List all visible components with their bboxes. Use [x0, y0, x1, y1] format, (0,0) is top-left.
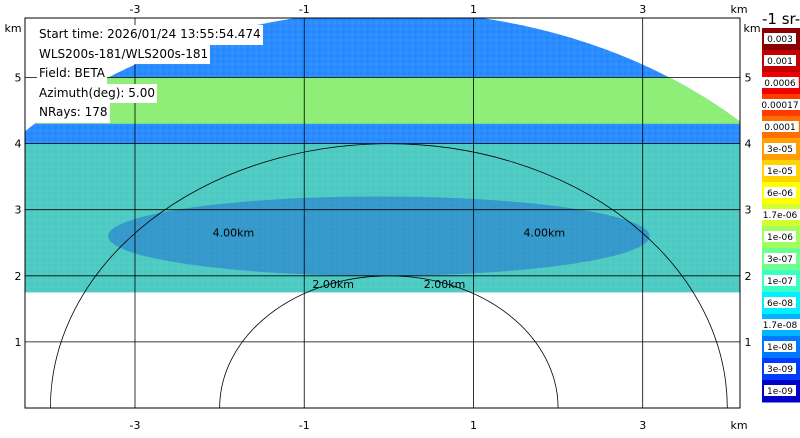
azimuth-value: Azimuth(deg): 5.00: [37, 83, 158, 103]
range-ring-labels: 2.00km 2.00km 4.00km 4.00km: [213, 227, 565, 292]
colorbar-label: 1e-07: [767, 277, 793, 287]
grid: [24, 17, 741, 409]
x-tick-label-bottom: 1: [470, 419, 477, 432]
x-tick-label-bottom: 3: [639, 419, 646, 432]
y-tick-label-left: 2: [15, 270, 22, 283]
y-tick-label-left: 1: [15, 336, 22, 349]
colorbar-label: 0.003: [767, 35, 793, 45]
y-tick-label-right: 2: [745, 270, 752, 283]
low-backscatter-core: [108, 196, 650, 276]
x-tick-label-bottom: -1: [299, 419, 310, 432]
x-tick-label-top: 1: [470, 3, 477, 16]
colorbar-label: 1e-06: [767, 233, 793, 243]
nrays-value: NRays: 178: [37, 103, 110, 123]
instrument-name: WLS200s-181/WLS200s-181: [37, 44, 211, 64]
colorbar-label-bg: [758, 319, 800, 330]
x-unit-top-right: km: [730, 3, 747, 16]
range-ring-label: 4.00km: [213, 227, 255, 240]
colorbar-label-bg: [764, 385, 796, 396]
colorbar-label-bg: [758, 99, 800, 110]
colorbar-label-bg: [764, 253, 796, 264]
colorbar-label: 1e-09: [767, 387, 793, 397]
colorbar-label: 3e-05: [767, 145, 793, 155]
plot-frame: [24, 17, 741, 409]
colorbar-label: 6e-08: [767, 299, 793, 309]
y-unit-left: km: [4, 22, 21, 35]
y-tick-label-right: 4: [745, 138, 752, 151]
colorbar-label-bg: [764, 297, 796, 308]
colorbar-label: 6e-06: [767, 189, 793, 199]
y-unit-right: km: [743, 22, 760, 35]
colorbar-label-bg: [764, 187, 796, 198]
x-tick-label-bottom: -3: [130, 419, 141, 432]
colorbar-label-bg: [758, 209, 800, 220]
colorbar-label: 3e-07: [767, 255, 793, 265]
colorbar-label-bg: [761, 77, 799, 88]
y-tick-label-left: 5: [15, 71, 22, 84]
scan-data: [25, 18, 740, 293]
colorbar-label: 0.001: [767, 57, 793, 67]
colorbar-label: 1.7e-08: [763, 321, 798, 331]
colorbar-title: -1 sr-: [762, 10, 800, 28]
colorbar-label-bg: [764, 33, 796, 44]
range-ring-label: 4.00km: [523, 227, 565, 240]
layer-1: [25, 143, 740, 293]
colorbar-label-bg: [764, 143, 796, 154]
scan-area: [25, 18, 740, 293]
field-name: Field: BETA: [37, 64, 107, 84]
x-tick-label-top: 3: [639, 3, 646, 16]
x-tick-label-top: -1: [299, 3, 310, 16]
y-tick-label-right: 5: [745, 71, 752, 84]
colorbar-label-bg: [764, 275, 796, 286]
x-unit-bottom-right: km: [730, 419, 747, 432]
colorbar-label: 1.7e-06: [763, 211, 798, 221]
colorbar-label-bg: [764, 231, 796, 242]
colorbar-label-bg: [764, 55, 796, 66]
fan: [25, 18, 740, 293]
colorbar-label-bg: [764, 165, 796, 176]
colorbar-label: 0.0001: [764, 123, 796, 133]
axis-ticks: -3 -3 -1 -1 1 1 3 3 1 1 2 2 3 3 4 4 5 5 km km km km: [4, 3, 760, 432]
colorbar-label: 1e-08: [767, 343, 793, 353]
colorbar-label: 1e-05: [767, 167, 793, 177]
y-tick-label-right: 1: [745, 336, 752, 349]
y-tick-label-left: 4: [15, 138, 22, 151]
colorbar-label-bg: [761, 121, 799, 132]
colorbar-label-bg: [764, 363, 796, 374]
start-time: Start time: 2026/01/24 13:55:54.474: [37, 25, 263, 45]
colorbar-label: 0.00017: [761, 101, 798, 111]
range-ring-label: 2.00km: [424, 278, 466, 291]
info-panel: Start time: 2026/01/24 13:55:54.474 WLS2…: [37, 25, 263, 123]
colorbar: 0.003 0.001 0.0006 0.00017 0.0001 3e-05 1e-05 6…: [758, 28, 800, 403]
colorbar-label-bg: [764, 341, 796, 352]
x-tick-label-top: -3: [130, 3, 141, 16]
colorbar-label: 0.0006: [764, 79, 796, 89]
range-ring-label: 2.00km: [312, 278, 354, 291]
colorbar-label: 3e-09: [767, 365, 793, 375]
y-tick-label-left: 3: [15, 204, 22, 217]
y-tick-label-right: 3: [745, 204, 752, 217]
